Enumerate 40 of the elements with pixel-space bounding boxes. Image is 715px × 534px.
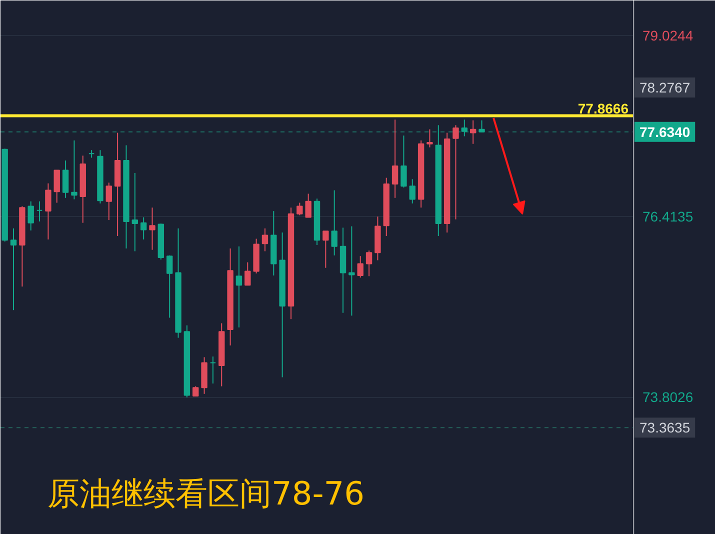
candlestick [28,200,34,231]
y-tick-label: 79.0244 [642,28,694,44]
candlestick [296,202,303,216]
candlestick [10,228,17,311]
candlestick [236,246,242,328]
candlestick [357,256,364,278]
candlestick [461,119,468,137]
ref-line-label: 77.6340 [640,124,690,140]
candlestick [62,160,69,198]
candlestick [36,200,43,222]
ref-line-label: 77.8666 [578,100,629,117]
candlestick [348,226,355,316]
candlestick [140,216,147,240]
candlestick [54,170,60,204]
candlestick [331,190,338,256]
annotation: 原油继续看区间78-76 [48,474,364,512]
candlestick [210,356,216,384]
candlestick [192,386,199,396]
candlestick [478,120,485,132]
candlestick [366,250,372,277]
candlestick [244,262,251,286]
candlestick [149,207,156,250]
y-tick-label: 73.8026 [642,389,694,406]
candlestick [400,135,407,188]
candlestick [470,120,476,144]
candlestick [426,128,433,148]
candlestick [132,172,138,252]
candlestick [452,124,459,220]
candlestick [305,193,312,218]
candlestick [106,182,112,221]
candlestick [392,119,398,198]
candlestick [262,228,268,252]
candlestick [166,254,173,318]
text: 78.2767 [640,80,690,96]
candlestick [322,230,329,268]
ref-line-label: 73.3635 [640,420,690,436]
candlestick [45,182,52,240]
candlestick [409,178,416,204]
y-tick-label: 76.4135 [642,208,694,224]
candlestick [71,140,78,200]
